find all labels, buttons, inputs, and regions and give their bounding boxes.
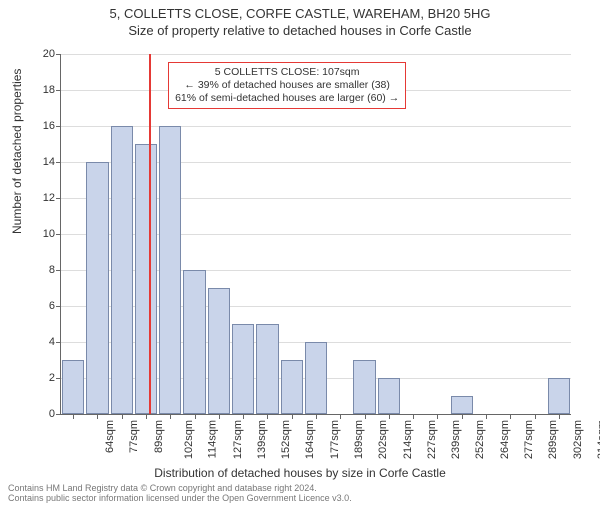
y-tick bbox=[56, 306, 61, 307]
x-tick-label: 202sqm bbox=[377, 420, 389, 459]
grid-line bbox=[61, 126, 571, 127]
y-tick-label: 10 bbox=[33, 228, 55, 240]
histogram-bar bbox=[111, 126, 133, 414]
x-tick-label: 177sqm bbox=[329, 420, 341, 459]
x-tick-label: 127sqm bbox=[232, 420, 244, 459]
footer-attribution: Contains HM Land Registry data © Crown c… bbox=[8, 484, 352, 504]
y-tick-label: 2 bbox=[33, 372, 55, 384]
x-tick-label: 314sqm bbox=[596, 420, 600, 459]
y-tick bbox=[56, 126, 61, 127]
x-tick-label: 139sqm bbox=[256, 420, 268, 459]
x-tick bbox=[365, 414, 366, 419]
x-tick bbox=[316, 414, 317, 419]
x-tick-label: 114sqm bbox=[207, 420, 219, 458]
x-tick bbox=[486, 414, 487, 419]
histogram-bar bbox=[86, 162, 108, 414]
x-tick-label: 264sqm bbox=[499, 420, 511, 459]
x-tick-label: 252sqm bbox=[475, 420, 487, 459]
histogram-bar bbox=[62, 360, 84, 414]
x-tick bbox=[97, 414, 98, 419]
x-tick-label: 64sqm bbox=[104, 420, 116, 453]
histogram-bar bbox=[256, 324, 278, 414]
x-tick bbox=[219, 414, 220, 419]
annotation-line: 61% of semi-detached houses are larger (… bbox=[175, 92, 399, 105]
histogram-bar bbox=[159, 126, 181, 414]
x-tick bbox=[146, 414, 147, 419]
x-tick-label: 214sqm bbox=[402, 420, 414, 459]
y-tick-label: 12 bbox=[33, 192, 55, 204]
y-tick-label: 0 bbox=[33, 408, 55, 420]
x-axis-label: Distribution of detached houses by size … bbox=[0, 466, 600, 480]
x-tick bbox=[170, 414, 171, 419]
y-tick bbox=[56, 378, 61, 379]
annotation-line: ← 39% of detached houses are smaller (38… bbox=[175, 79, 399, 92]
x-tick-label: 77sqm bbox=[128, 420, 140, 453]
x-tick bbox=[267, 414, 268, 419]
x-tick-label: 164sqm bbox=[305, 420, 317, 459]
histogram-bar bbox=[281, 360, 303, 414]
x-tick bbox=[243, 414, 244, 419]
chart-area: 0246810121416182064sqm77sqm89sqm102sqm11… bbox=[60, 54, 571, 415]
title-main: 5, COLLETTS CLOSE, CORFE CASTLE, WAREHAM… bbox=[0, 6, 600, 21]
x-tick-label: 227sqm bbox=[426, 420, 438, 459]
title-sub: Size of property relative to detached ho… bbox=[0, 23, 600, 38]
y-tick bbox=[56, 162, 61, 163]
x-tick-label: 152sqm bbox=[280, 420, 292, 459]
x-tick bbox=[73, 414, 74, 419]
chart-container: 5, COLLETTS CLOSE, CORFE CASTLE, WAREHAM… bbox=[0, 6, 600, 506]
x-tick bbox=[510, 414, 511, 419]
histogram-bar bbox=[378, 378, 400, 414]
y-tick bbox=[56, 90, 61, 91]
x-tick-label: 289sqm bbox=[547, 420, 559, 459]
histogram-bar bbox=[353, 360, 375, 414]
y-tick bbox=[56, 270, 61, 271]
x-tick bbox=[535, 414, 536, 419]
grid-line bbox=[61, 54, 571, 55]
histogram-bar bbox=[305, 342, 327, 414]
x-tick bbox=[195, 414, 196, 419]
y-tick bbox=[56, 342, 61, 343]
x-tick-label: 239sqm bbox=[450, 420, 462, 459]
y-axis-label: Number of detached properties bbox=[10, 69, 24, 234]
y-tick-label: 18 bbox=[33, 84, 55, 96]
annotation-box: 5 COLLETTS CLOSE: 107sqm← 39% of detache… bbox=[168, 62, 406, 109]
histogram-bar bbox=[451, 396, 473, 414]
y-tick bbox=[56, 414, 61, 415]
x-tick-label: 302sqm bbox=[572, 420, 584, 459]
x-tick-label: 89sqm bbox=[153, 420, 165, 453]
y-tick bbox=[56, 54, 61, 55]
property-marker-line bbox=[149, 54, 151, 414]
y-tick-label: 20 bbox=[33, 48, 55, 60]
y-tick bbox=[56, 234, 61, 235]
histogram-bar bbox=[548, 378, 570, 414]
annotation-line: 5 COLLETTS CLOSE: 107sqm bbox=[175, 66, 399, 79]
y-tick bbox=[56, 198, 61, 199]
y-tick-label: 4 bbox=[33, 336, 55, 348]
x-tick bbox=[413, 414, 414, 419]
x-tick-label: 189sqm bbox=[353, 420, 365, 459]
x-tick-label: 277sqm bbox=[523, 420, 535, 459]
histogram-bar bbox=[208, 288, 230, 414]
histogram-bar bbox=[135, 144, 157, 414]
y-tick-label: 16 bbox=[33, 120, 55, 132]
x-tick bbox=[437, 414, 438, 419]
y-tick-label: 8 bbox=[33, 264, 55, 276]
y-tick-label: 6 bbox=[33, 300, 55, 312]
histogram-bar bbox=[232, 324, 254, 414]
x-tick bbox=[122, 414, 123, 419]
x-tick bbox=[340, 414, 341, 419]
x-tick bbox=[559, 414, 560, 419]
y-tick-label: 14 bbox=[33, 156, 55, 168]
x-tick bbox=[389, 414, 390, 419]
x-tick bbox=[462, 414, 463, 419]
x-tick-label: 102sqm bbox=[183, 420, 195, 459]
footer-line-2: Contains public sector information licen… bbox=[8, 494, 352, 504]
histogram-bar bbox=[183, 270, 205, 414]
x-tick bbox=[292, 414, 293, 419]
